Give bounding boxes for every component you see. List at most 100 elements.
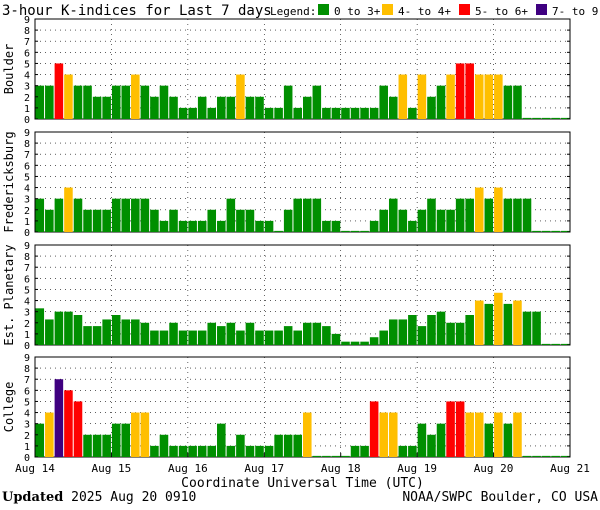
legend-swatch bbox=[459, 4, 470, 15]
k-index-bar bbox=[140, 412, 150, 457]
y-tick-label: 8 bbox=[24, 139, 30, 150]
x-axis-label: Coordinate Universal Time (UTC) bbox=[181, 476, 424, 490]
k-index-bar bbox=[102, 319, 111, 345]
panel-ylabel: Fredericksburg bbox=[2, 131, 16, 232]
k-index-bar bbox=[73, 315, 83, 345]
k-index-bar bbox=[45, 319, 54, 345]
k-index-bar bbox=[92, 326, 102, 345]
k-index-bar bbox=[303, 96, 312, 119]
k-index-bar bbox=[350, 341, 360, 345]
k-index-bar bbox=[388, 96, 398, 119]
y-tick-label: 0 bbox=[24, 341, 30, 352]
y-tick-label: 4 bbox=[24, 71, 30, 82]
k-index-bar bbox=[484, 423, 494, 457]
k-index-bar bbox=[417, 74, 427, 119]
y-tick-label: 4 bbox=[24, 297, 30, 308]
k-index-bar bbox=[255, 220, 264, 232]
k-index-bar bbox=[226, 198, 236, 232]
k-index-bar bbox=[417, 326, 427, 345]
k-index-bar bbox=[45, 209, 54, 232]
k-index-bar bbox=[140, 85, 150, 119]
y-tick-label: 6 bbox=[24, 274, 30, 285]
y-tick-label: 6 bbox=[24, 48, 30, 59]
chart-title: 3-hour K-indices for Last 7 days bbox=[2, 3, 272, 19]
panel-frame bbox=[34, 356, 571, 458]
x-tick-label: Aug 21 bbox=[550, 462, 590, 475]
k-index-bar bbox=[169, 445, 178, 457]
k-index-bar bbox=[207, 445, 217, 457]
x-tick-label: Aug 19 bbox=[397, 462, 437, 475]
k-index-bar bbox=[64, 74, 73, 119]
k-index-bar bbox=[303, 322, 312, 345]
k-index-bar bbox=[178, 330, 188, 345]
k-index-bar bbox=[369, 107, 379, 119]
k-index-bar bbox=[474, 300, 484, 345]
k-index-bar bbox=[465, 412, 474, 457]
k-index-bar bbox=[264, 330, 274, 345]
k-index-bar bbox=[226, 322, 236, 345]
k-index-bar bbox=[64, 311, 73, 345]
k-index-bar bbox=[217, 96, 226, 119]
k-index-bar bbox=[494, 187, 503, 232]
k-index-bar bbox=[236, 330, 245, 345]
x-tick-label: Aug 18 bbox=[321, 462, 361, 475]
k-index-bar bbox=[188, 330, 197, 345]
k-index-bar bbox=[494, 412, 503, 457]
y-tick-label: 7 bbox=[24, 375, 30, 386]
k-index-bar bbox=[159, 85, 169, 119]
k-index-bar bbox=[283, 434, 293, 457]
k-index-bar bbox=[188, 107, 197, 119]
k-index-bar bbox=[35, 423, 45, 457]
k-index-bar bbox=[532, 230, 541, 232]
k-index-bar bbox=[245, 209, 255, 232]
k-index-bar bbox=[379, 330, 388, 345]
k-index-bar bbox=[541, 343, 551, 345]
k-index-bar bbox=[35, 198, 45, 232]
k-index-bar bbox=[465, 63, 474, 119]
k-index-bar bbox=[398, 209, 408, 232]
y-tick-label: 8 bbox=[24, 252, 30, 263]
k-index-bar bbox=[73, 401, 83, 457]
k-index-bar bbox=[427, 198, 436, 232]
k-index-bar bbox=[369, 337, 379, 345]
k-index-bar bbox=[350, 230, 360, 232]
k-index-bar bbox=[503, 423, 513, 457]
k-index-bar bbox=[150, 96, 159, 119]
k-index-bar bbox=[131, 198, 140, 232]
k-index-bar bbox=[83, 85, 92, 119]
k-index-bar bbox=[541, 230, 551, 232]
k-index-bar bbox=[474, 412, 484, 457]
k-index-bar bbox=[293, 198, 302, 232]
k-index-bar bbox=[474, 74, 484, 119]
k-index-bar bbox=[532, 117, 541, 119]
k-index-bar bbox=[455, 63, 465, 119]
y-tick-label: 1 bbox=[24, 442, 30, 453]
k-index-bar bbox=[560, 455, 570, 457]
k-index-bar bbox=[188, 220, 197, 232]
k-index-bar bbox=[388, 319, 398, 345]
k-index-bar bbox=[102, 209, 111, 232]
k-index-bar bbox=[360, 445, 369, 457]
updated-label: Updated bbox=[2, 490, 64, 505]
y-tick-label: 3 bbox=[24, 308, 30, 319]
panel-frame bbox=[34, 131, 571, 233]
k-index-bar bbox=[131, 319, 140, 345]
x-tick-label: Aug 17 bbox=[244, 462, 284, 475]
k-index-bar bbox=[522, 311, 532, 345]
y-tick-label: 8 bbox=[24, 26, 30, 37]
k-index-bar bbox=[388, 198, 398, 232]
k-index-bar bbox=[465, 198, 474, 232]
y-tick-label: 9 bbox=[24, 241, 30, 252]
k-index-bar bbox=[226, 445, 236, 457]
k-index-bar bbox=[522, 198, 532, 232]
k-index-bar bbox=[398, 74, 408, 119]
k-index-bar bbox=[283, 209, 293, 232]
k-index-bar bbox=[45, 412, 54, 457]
k-index-bar bbox=[417, 423, 427, 457]
k-index-bar bbox=[446, 401, 455, 457]
k-index-bar bbox=[560, 117, 570, 119]
k-index-bar bbox=[45, 85, 54, 119]
y-tick-label: 5 bbox=[24, 59, 30, 70]
k-index-bar bbox=[197, 330, 207, 345]
legend-entry: 5- to 6+ bbox=[475, 5, 528, 18]
